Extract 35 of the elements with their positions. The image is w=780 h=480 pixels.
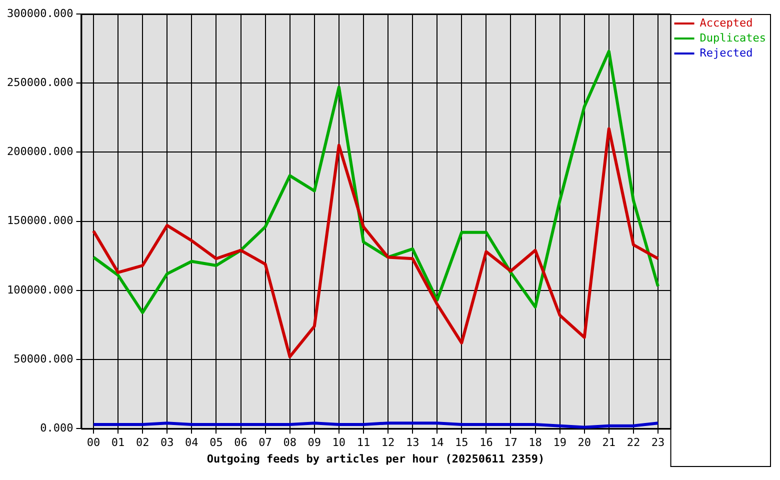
- x-tick-label: 17: [504, 436, 518, 450]
- x-tick-label: 16: [480, 436, 493, 450]
- x-tick-label: 20: [578, 436, 591, 450]
- x-tick-label: 01: [111, 436, 125, 450]
- legend-label: Accepted: [700, 16, 753, 30]
- x-tick-label: 06: [234, 436, 248, 450]
- x-tick-label: 13: [406, 436, 420, 450]
- x-tick-label: 14: [430, 436, 444, 450]
- x-tick-label: 07: [258, 436, 272, 450]
- x-tick-label: 05: [210, 436, 223, 450]
- x-tick-label: 15: [455, 436, 468, 450]
- x-tick-label: 22: [626, 436, 640, 450]
- legend-label: Rejected: [700, 46, 753, 60]
- x-tick-label: 10: [332, 436, 346, 450]
- x-tick-label: 04: [185, 436, 199, 450]
- y-tick-label: 200000.000: [6, 145, 74, 158]
- y-tick-label: 150000.000: [6, 214, 74, 228]
- x-tick-label: 00: [86, 436, 100, 450]
- y-tick-label: 0.000: [40, 421, 74, 434]
- y-tick-label: 100000.000: [6, 283, 74, 296]
- x-tick-label: 08: [283, 436, 296, 450]
- y-tick-label: 300000.000: [6, 6, 74, 20]
- x-tick-label: 12: [381, 436, 395, 450]
- x-tick-label: 11: [356, 436, 370, 450]
- x-tick-label: 09: [308, 436, 322, 450]
- x-tick-label: 02: [136, 436, 150, 450]
- x-tick-label: 19: [553, 436, 566, 450]
- x-tick-label: 03: [160, 436, 174, 450]
- y-tick-label: 50000.000: [14, 352, 74, 366]
- x-tick-label: 21: [602, 436, 616, 450]
- x-tick-label: 23: [651, 436, 665, 450]
- legend-label: Duplicates: [700, 31, 766, 44]
- x-axis-title: Outgoing feeds by articles per hour (20250611 2359): [206, 452, 545, 466]
- x-tick-label: 18: [528, 436, 542, 450]
- y-tick-label: 250000.000: [6, 76, 74, 89]
